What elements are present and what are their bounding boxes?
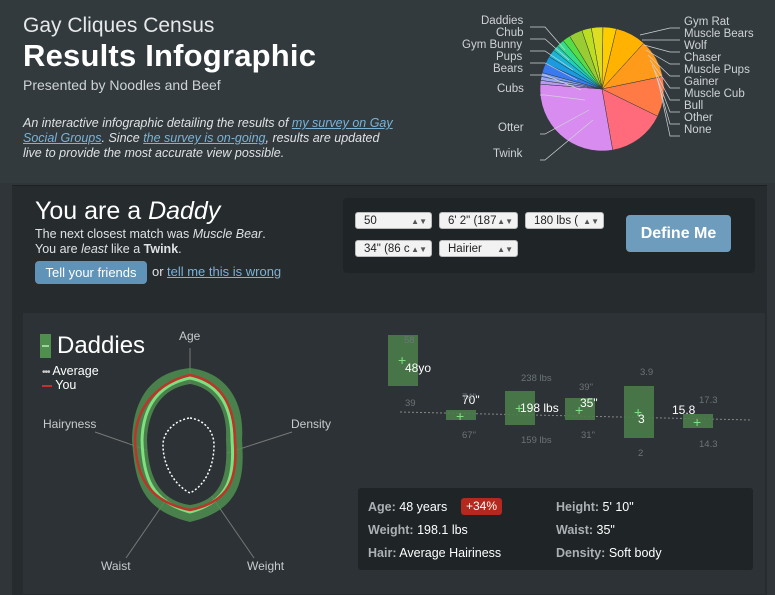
pie-label-muscle-pups: Muscle Pups: [684, 64, 750, 76]
stats-box: [358, 488, 753, 570]
radar-label-density: Density: [291, 417, 332, 431]
height-select[interactable]: 6' 2" (187 ▲▼: [439, 212, 518, 229]
pie-leader-line: [649, 59, 680, 89]
survey-ongoing-link[interactable]: the survey is on-going: [143, 131, 266, 145]
pie-label-wolf: Wolf: [684, 40, 707, 52]
pie-label-otter: Otter: [498, 122, 524, 134]
waist-select[interactable]: 34" (86 c ▲▼: [355, 240, 432, 257]
pie-label-bears: Bears: [493, 63, 524, 75]
pie-leader-line: [657, 79, 680, 137]
pie-label-chub: Chub: [496, 27, 524, 39]
pie-leader-line: [639, 27, 680, 36]
pie-label-cubs: Cubs: [497, 83, 524, 95]
or-text: or: [152, 264, 164, 279]
legend-average: ••• Average: [42, 364, 99, 378]
result-heading: You are a Daddy: [35, 197, 221, 225]
result-subtext: The next closest match was Muscle Bear. …: [35, 227, 266, 256]
weight-select[interactable]: 180 lbs (▲▼: [525, 212, 604, 229]
select-arrow-icon: ▲▼: [497, 217, 513, 226]
pie-leader-line: [540, 94, 586, 101]
pie-leader-line: [530, 26, 566, 51]
stat-age: Age: 48 years: [368, 500, 448, 514]
stat-weight: Weight: 198.1 lbs: [368, 523, 468, 537]
select-arrow-icon: ▲▼: [497, 245, 513, 254]
pie-label-muscle-cub: Muscle Cub: [684, 88, 745, 100]
pie-label-daddies: Daddies: [481, 15, 524, 27]
pie-slice-twink[interactable]: [601, 88, 659, 151]
pie-slice-none[interactable]: [539, 83, 613, 152]
pie-leader-line: [653, 69, 680, 113]
age-select[interactable]: 50 ▲▼: [355, 212, 432, 229]
header: Gay Cliques Census Results Infographic P…: [0, 0, 775, 183]
pie-leader-line: [651, 64, 680, 101]
pie-label-bull: Bull: [684, 100, 704, 112]
wrong-link[interactable]: tell me this is wrong: [167, 264, 282, 279]
pie-leader-line: [530, 38, 570, 61]
stat-height: Height: 5' 10": [556, 500, 634, 514]
select-arrow-icon: ▲▼: [411, 217, 427, 226]
pie-leader-line: [647, 54, 680, 77]
radar-label-age: Age: [179, 329, 201, 343]
define-me-button[interactable]: Define Me: [626, 215, 731, 252]
legend-you: You: [42, 378, 76, 392]
hair-select[interactable]: Hairier ▲▼: [439, 240, 518, 257]
intro-text: An interactive infographic detailing the…: [23, 116, 393, 160]
tell-friends-button[interactable]: Tell your friends: [35, 261, 147, 284]
pie-label-other: Other: [684, 112, 713, 124]
survey-link[interactable]: my survey on Gay Social Groups: [23, 116, 393, 145]
pie-leader-line: [643, 44, 680, 53]
pie-leader-line: [540, 119, 594, 161]
select-arrow-icon: ▲▼: [411, 245, 427, 254]
pie-label-gainer: Gainer: [684, 76, 719, 88]
result-type: Daddy: [148, 197, 221, 225]
group-name: Daddies: [57, 332, 146, 359]
pie-label-chaser: Chaser: [684, 52, 722, 64]
pie-leader-line: [530, 62, 578, 81]
pie-label-none: None: [684, 124, 712, 136]
pie-leader-line: [540, 109, 590, 135]
pie-leader-line: [530, 50, 574, 71]
clique-pie-chart: Daddies Chub Gym Bunny Pups Bears Cubs O…: [440, 10, 775, 170]
pie-leader-line: [530, 74, 582, 91]
stat-hair: Hair: Average Hairiness: [368, 546, 502, 560]
pie-svg: [530, 26, 680, 161]
radar-label-hairyness: Hairyness: [43, 417, 97, 431]
byline: Presented by Noodles and Beef: [23, 77, 221, 93]
site-title: Gay Cliques Census: [23, 14, 215, 37]
pie-slice-gym-rat[interactable]: [562, 35, 603, 90]
pie-label-gym-bunny: Gym Bunny: [462, 39, 523, 51]
group-swatch-icon: [40, 334, 51, 358]
pie-label-pups: Pups: [496, 51, 523, 63]
pie-leader-line: [645, 49, 680, 65]
pie-label-gym-rat: Gym Rat: [684, 16, 730, 28]
stat-density: Density: Soft body: [556, 546, 662, 560]
radar-label-waist: Waist: [101, 559, 131, 573]
pie-label-twink: Twink: [493, 148, 523, 160]
age-delta-badge: +34%: [461, 498, 502, 515]
pie-label-muscle-bears: Muscle Bears: [684, 28, 754, 40]
stat-waist: Waist: 35": [556, 523, 615, 537]
radar-label-weight: Weight: [247, 559, 285, 573]
page-title: Results Infographic: [23, 38, 317, 73]
select-arrow-icon: ▲▼: [583, 217, 599, 226]
